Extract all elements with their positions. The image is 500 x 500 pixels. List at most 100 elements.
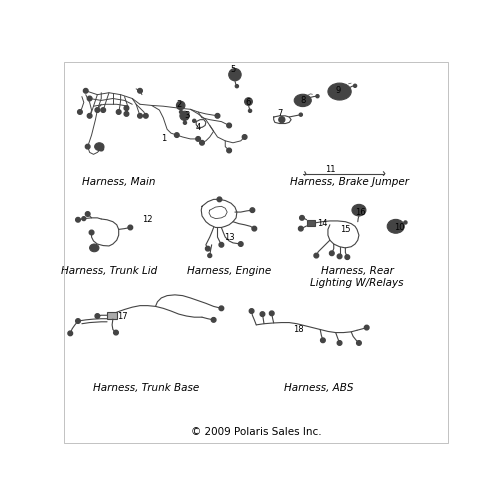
Text: 7: 7 [277, 110, 282, 118]
Text: © 2009 Polaris Sales Inc.: © 2009 Polaris Sales Inc. [191, 426, 322, 436]
Circle shape [250, 308, 254, 314]
Text: 10: 10 [394, 223, 405, 232]
Text: 13: 13 [224, 232, 234, 241]
Text: 17: 17 [117, 312, 128, 320]
Ellipse shape [328, 83, 351, 100]
Circle shape [76, 318, 80, 324]
Circle shape [174, 133, 179, 138]
Ellipse shape [244, 98, 252, 106]
Text: 6: 6 [246, 98, 251, 107]
Circle shape [356, 340, 362, 345]
Circle shape [354, 84, 356, 87]
Circle shape [200, 140, 204, 145]
Circle shape [76, 218, 80, 222]
Ellipse shape [176, 101, 185, 110]
Circle shape [217, 197, 222, 202]
Text: Harness, Trunk Base: Harness, Trunk Base [92, 384, 199, 394]
Ellipse shape [180, 111, 189, 120]
Circle shape [95, 108, 100, 112]
Circle shape [330, 251, 334, 256]
Text: 8: 8 [300, 96, 306, 105]
Circle shape [337, 340, 342, 345]
Text: 4: 4 [196, 123, 201, 132]
Text: 9: 9 [335, 86, 340, 96]
Circle shape [219, 242, 224, 247]
Circle shape [82, 216, 86, 220]
Circle shape [208, 254, 212, 258]
Circle shape [78, 110, 82, 114]
Circle shape [300, 216, 304, 220]
Circle shape [99, 146, 103, 151]
Ellipse shape [387, 220, 404, 233]
Circle shape [184, 121, 186, 124]
Circle shape [114, 330, 118, 335]
Circle shape [144, 114, 148, 118]
FancyBboxPatch shape [107, 312, 117, 319]
Circle shape [192, 120, 196, 122]
Text: 16: 16 [356, 208, 366, 216]
Circle shape [250, 208, 254, 212]
Circle shape [404, 221, 407, 224]
Ellipse shape [90, 244, 99, 252]
Text: 2: 2 [176, 100, 182, 109]
FancyBboxPatch shape [306, 220, 315, 226]
Circle shape [138, 88, 142, 93]
Text: Harness, Engine: Harness, Engine [187, 266, 271, 276]
Circle shape [242, 134, 247, 140]
Circle shape [300, 113, 302, 116]
Circle shape [196, 136, 200, 141]
Circle shape [252, 226, 256, 231]
Circle shape [68, 331, 72, 336]
Circle shape [236, 84, 238, 87]
Text: 3: 3 [184, 112, 189, 120]
Circle shape [227, 148, 232, 153]
Text: 12: 12 [142, 216, 153, 224]
Circle shape [89, 230, 94, 235]
Ellipse shape [94, 143, 104, 150]
Circle shape [219, 306, 224, 310]
Ellipse shape [294, 94, 312, 106]
Ellipse shape [228, 68, 241, 81]
Circle shape [238, 242, 243, 246]
Circle shape [337, 254, 342, 258]
Circle shape [298, 226, 303, 231]
Text: 18: 18 [294, 325, 304, 334]
Circle shape [86, 212, 90, 216]
Ellipse shape [352, 204, 366, 216]
Text: Harness, Rear
Lighting W/Relays: Harness, Rear Lighting W/Relays [310, 266, 404, 287]
Circle shape [88, 114, 92, 118]
Circle shape [116, 110, 121, 114]
Circle shape [260, 312, 265, 316]
Circle shape [206, 246, 210, 251]
Circle shape [215, 114, 220, 118]
Text: Harness, Brake Jumper: Harness, Brake Jumper [290, 178, 409, 188]
Circle shape [270, 311, 274, 316]
Text: 14: 14 [317, 219, 328, 228]
Text: 15: 15 [340, 225, 350, 234]
Circle shape [227, 123, 232, 128]
Circle shape [212, 318, 216, 322]
Text: Harness, Main: Harness, Main [82, 178, 156, 188]
Circle shape [88, 96, 92, 101]
Circle shape [124, 106, 129, 110]
Ellipse shape [278, 116, 285, 123]
Circle shape [345, 255, 350, 260]
Circle shape [86, 144, 90, 149]
Circle shape [128, 225, 132, 230]
Circle shape [364, 326, 369, 330]
Circle shape [101, 108, 105, 112]
Text: 1: 1 [160, 134, 166, 143]
Circle shape [316, 94, 319, 98]
Text: 5: 5 [230, 65, 235, 74]
Text: 11: 11 [324, 165, 335, 174]
Text: Harness, Trunk Lid: Harness, Trunk Lid [61, 266, 157, 276]
Circle shape [314, 254, 318, 258]
Circle shape [124, 112, 129, 116]
Circle shape [320, 338, 325, 342]
Circle shape [180, 110, 182, 114]
Text: Harness, ABS: Harness, ABS [284, 384, 353, 394]
Circle shape [95, 314, 100, 318]
Circle shape [248, 110, 252, 112]
Circle shape [138, 114, 142, 118]
Circle shape [84, 88, 88, 93]
